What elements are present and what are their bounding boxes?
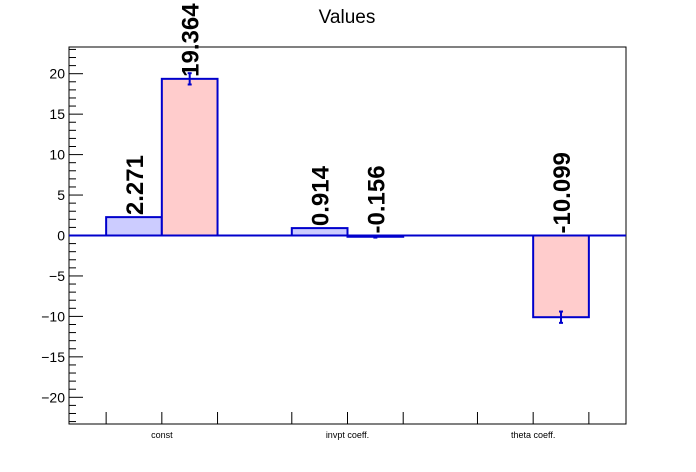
x-tick-label: theta coeff.: [511, 430, 555, 440]
x-tick-label: const: [151, 430, 173, 440]
data-label: 2.271: [122, 155, 149, 215]
data-label: -10.099: [549, 152, 576, 233]
bar-1-2: [290, 227, 349, 237]
y-tick-label: 5: [57, 187, 65, 203]
data-label: -0.156: [363, 165, 390, 233]
y-tick-label: 20: [49, 66, 65, 82]
bar-2-1: [160, 77, 219, 237]
y-tick-label: 15: [49, 106, 65, 122]
y-tick-label: −20: [41, 389, 65, 405]
plot-area: −20 −15 −10 −5 0 5 10 15 20 2.271 0.914 19.364 -0.15…: [41, 3, 627, 440]
y-tick-label: −5: [49, 268, 65, 284]
y-tick-label: −15: [41, 349, 65, 365]
y-tick-label: 10: [49, 147, 65, 163]
bar-2-3: [532, 234, 590, 319]
data-label: 0.914: [308, 165, 335, 226]
y-tick-label: 0: [57, 228, 65, 244]
data-label: 19.364: [178, 3, 205, 77]
x-tick-label: invpt coeff.: [326, 430, 369, 440]
bar-1-1: [105, 216, 163, 237]
chart-title: Values: [319, 7, 376, 28]
y-tick-label: −10: [41, 308, 65, 324]
